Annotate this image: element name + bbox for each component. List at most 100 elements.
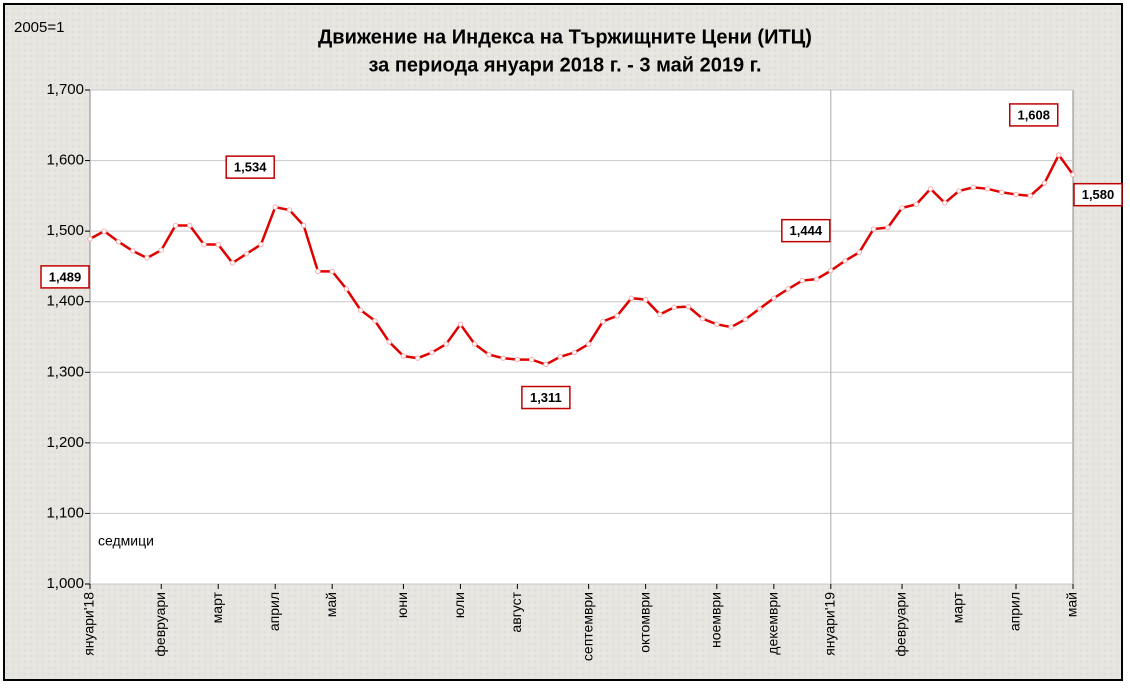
data-point [785, 286, 791, 292]
x-tick-label: октомври [636, 592, 652, 653]
data-point [657, 311, 663, 318]
data-point [1056, 152, 1062, 158]
data-point [201, 241, 207, 248]
data-point [614, 313, 620, 319]
data-point [215, 241, 221, 248]
data-label: 1,534 [234, 160, 267, 175]
x-tick-label: декември [765, 592, 781, 655]
data-point [543, 361, 549, 368]
x-tick-label: януари'18 [81, 592, 97, 656]
data-point [714, 321, 720, 327]
data-point [842, 258, 848, 264]
data-point [258, 241, 264, 248]
x-tick-label: май [323, 592, 339, 617]
index-line [89, 152, 1075, 366]
y-tick-label: 1,100 [46, 504, 84, 521]
data-point [913, 201, 919, 208]
x-tick-label: февруари [152, 592, 168, 657]
data-point [885, 224, 891, 231]
chart-title: Движение на Индекса на Тържищните Цени (… [318, 26, 812, 48]
data-point [101, 228, 107, 234]
data-label: 1,489 [49, 269, 82, 284]
data-point [984, 186, 991, 192]
data-point [728, 324, 734, 330]
data-point [585, 341, 592, 347]
x-tick-label: юли [451, 592, 467, 618]
data-point [828, 267, 834, 274]
chart-subtitle: за периода януари 2018 г. - 3 май 2019 г… [368, 54, 761, 76]
y-tick-label: 1,500 [46, 222, 84, 239]
label-box [781, 218, 831, 243]
data-point [528, 356, 535, 363]
data-point [229, 260, 236, 266]
x-tick-label: ноември [708, 592, 724, 648]
x-unit-note: седмици [98, 533, 154, 549]
y-tick-label: 1,300 [46, 363, 84, 380]
data-point [429, 349, 435, 356]
y-tick-label: 1,000 [46, 575, 84, 592]
label-box [225, 155, 275, 179]
data-point [870, 226, 877, 232]
data-point [1013, 191, 1019, 198]
data-point [158, 247, 164, 253]
data-point [172, 222, 179, 229]
label-box [1009, 103, 1059, 127]
data-point [286, 207, 293, 213]
data-point [756, 306, 763, 312]
data-label: 1,608 [1017, 107, 1050, 122]
data-point [571, 349, 578, 356]
data-point [942, 200, 948, 206]
y-tick-label: 1,600 [46, 152, 84, 169]
data-point [414, 355, 421, 361]
data-point [130, 248, 136, 254]
x-tick-label: февруари [893, 592, 909, 657]
data-point [1070, 171, 1076, 178]
x-tick-label: април [266, 592, 282, 631]
data-point [685, 303, 692, 310]
data-point [699, 315, 706, 322]
y-tick-label: 1,700 [46, 81, 84, 98]
data-label: 1,444 [790, 223, 823, 238]
x-tick-label: май [1064, 592, 1080, 617]
data-point [87, 236, 93, 242]
data-point [300, 222, 307, 229]
x-tick-label: март [950, 591, 966, 623]
y-tick-label: 1,200 [46, 434, 84, 451]
data-point [856, 249, 863, 256]
data-point [486, 351, 492, 358]
data-point [927, 186, 934, 192]
data-point [899, 205, 905, 211]
data-point [329, 268, 335, 275]
data-point [742, 316, 749, 323]
data-point [1027, 193, 1033, 199]
x-tick-label: януари'19 [822, 592, 838, 656]
x-tick-label: март [209, 591, 225, 623]
data-point [671, 304, 677, 311]
data-point [600, 318, 606, 325]
data-point [500, 355, 506, 361]
data-label: 1,311 [530, 390, 562, 405]
data-point [244, 251, 250, 257]
data-point [514, 356, 521, 363]
data-point [400, 353, 407, 359]
x-tick-label: юни [394, 592, 410, 618]
data-point [471, 341, 478, 347]
data-point [999, 189, 1005, 196]
data-point [357, 307, 364, 313]
data-point [272, 204, 278, 210]
data-point [443, 341, 449, 347]
data-point [557, 354, 563, 360]
data-point [115, 239, 122, 245]
data-point [386, 339, 392, 345]
data-point [187, 222, 193, 229]
x-tick-label: април [1007, 592, 1023, 631]
data-point [642, 296, 649, 303]
data-point [315, 268, 321, 275]
label-box [1073, 182, 1123, 207]
label-box [521, 385, 571, 410]
data-point [771, 295, 777, 301]
x-tick-label: септември [579, 592, 595, 661]
data-point [628, 295, 635, 301]
